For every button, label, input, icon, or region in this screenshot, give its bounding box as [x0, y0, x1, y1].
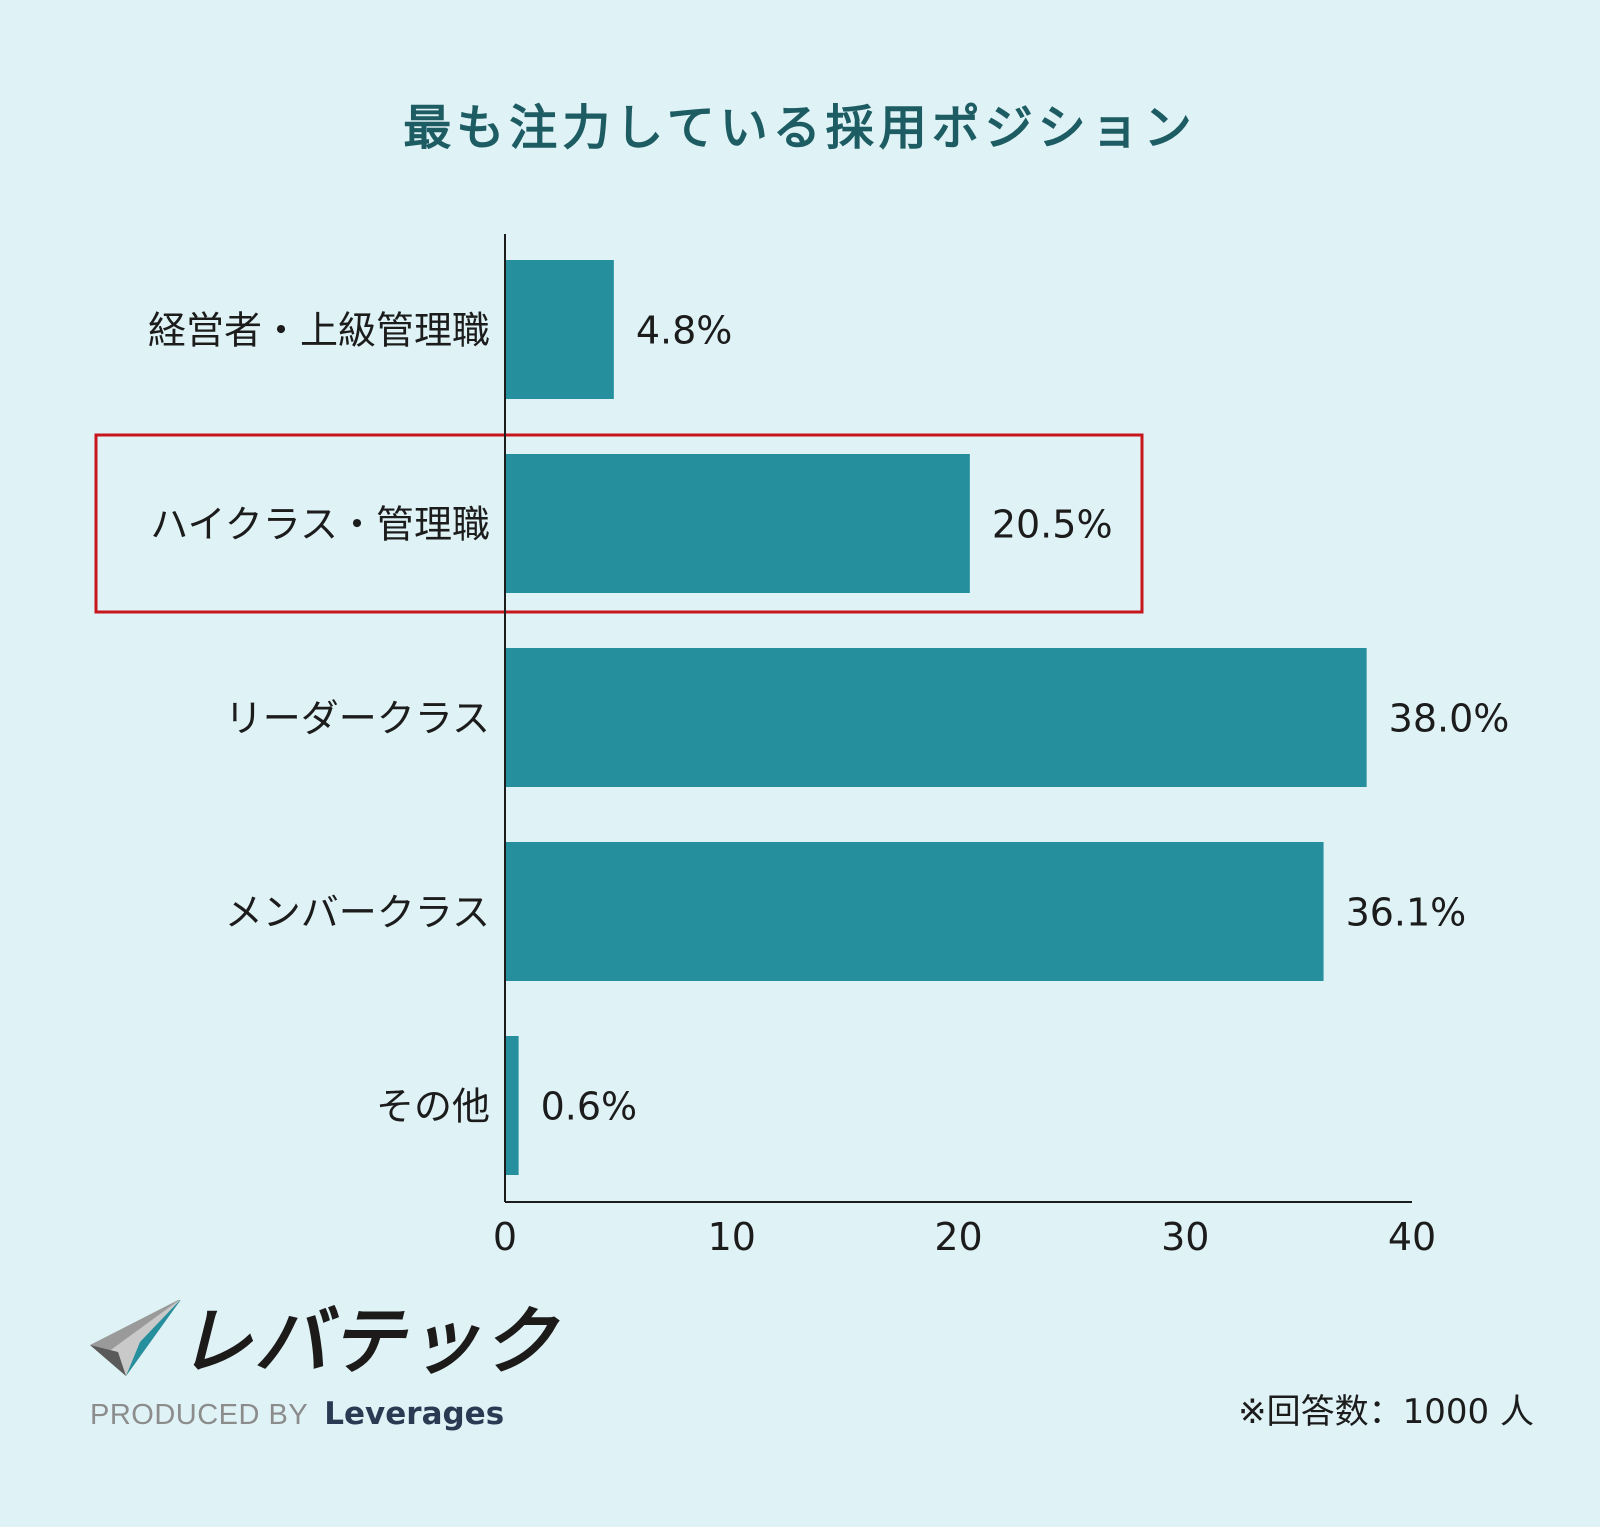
x-tick-label: 40 — [1388, 1215, 1436, 1259]
value-label: 20.5% — [992, 503, 1113, 547]
check-mark-icon — [90, 1300, 181, 1376]
value-label: 38.0% — [1389, 697, 1510, 741]
brand-name: レバテック — [178, 1299, 558, 1385]
value-label: 4.8% — [636, 309, 733, 353]
bar — [505, 454, 970, 593]
category-label: その他 — [376, 1085, 490, 1129]
bar — [505, 260, 614, 399]
category-label: メンバークラス — [225, 891, 490, 935]
company-name: Leverages — [324, 1396, 505, 1432]
x-tick-label: 30 — [1161, 1215, 1209, 1259]
category-label: ハイクラス・管理職 — [150, 503, 490, 547]
bar — [505, 1036, 519, 1175]
bar — [505, 648, 1367, 787]
category-label: 経営者・上級管理職 — [148, 309, 490, 353]
chart-title: 最も注力している採用ポジション — [403, 100, 1197, 156]
x-tick-label: 10 — [708, 1215, 756, 1259]
x-tick-label: 20 — [934, 1215, 982, 1259]
value-label: 0.6% — [541, 1085, 638, 1129]
highlight-box — [94, 433, 1144, 614]
bar — [505, 842, 1324, 981]
category-label: リーダークラス — [225, 697, 490, 741]
produced-by-text: PRODUCED BY — [90, 1399, 309, 1431]
response-count-note: ※回答数：1000 人 — [1238, 1392, 1534, 1432]
produced-by-line: PRODUCED BY Leverages — [90, 1396, 504, 1433]
x-tick-label: 0 — [493, 1215, 517, 1259]
bar-chart: 最も注力している採用ポジション 経営者・上級管理職 4.8% ハイクラス・管理職 20… — [94, 100, 1510, 1259]
value-label: 36.1% — [1346, 891, 1467, 935]
